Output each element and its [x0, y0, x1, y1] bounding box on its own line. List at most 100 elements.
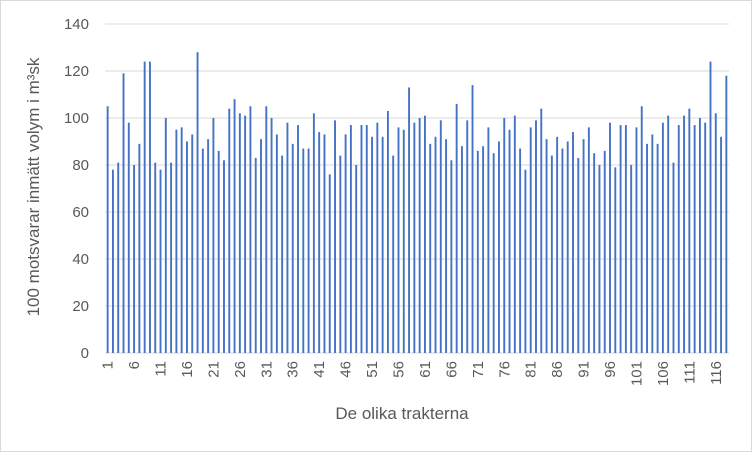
bar-99 — [624, 125, 627, 353]
bar-87 — [561, 148, 564, 353]
bar-28 — [249, 106, 252, 353]
x-tick-label: 51 — [364, 361, 381, 378]
bar-76 — [503, 118, 506, 353]
y-tick-label: 140 — [64, 16, 89, 33]
bar-3 — [117, 162, 120, 353]
bar-103 — [646, 143, 648, 353]
bar-91 — [582, 139, 585, 353]
y-axis-tick-labels: 0 20 40 60 80 100 120 140 — [64, 16, 89, 362]
x-tick-label: 111 — [681, 361, 698, 384]
bar-58 — [408, 87, 411, 353]
bar-27 — [244, 115, 247, 354]
bar-90 — [577, 157, 580, 353]
bar-44 — [334, 120, 336, 353]
bar-102 — [640, 106, 643, 353]
x-tick-label: 71 — [470, 361, 487, 378]
bar-93 — [593, 153, 596, 353]
bar-49 — [360, 125, 363, 353]
x-tick-label: 26 — [232, 361, 249, 378]
bar-61 — [423, 115, 426, 354]
bar-59 — [413, 122, 416, 353]
bar-42 — [323, 134, 326, 353]
bar-118 — [725, 75, 728, 353]
bar-113 — [698, 118, 701, 353]
bar-4 — [122, 73, 125, 353]
bar-97 — [614, 167, 617, 353]
x-tick-label: 106 — [655, 361, 672, 386]
bar-48 — [355, 165, 358, 353]
bar-107 — [667, 115, 670, 354]
bar-68 — [461, 146, 463, 353]
bar-96 — [609, 122, 611, 353]
bar-17 — [191, 134, 194, 353]
bar-105 — [656, 143, 659, 353]
bar-14 — [175, 129, 178, 353]
x-tick-label: 86 — [549, 361, 566, 378]
bar-20 — [207, 139, 210, 353]
bar-84 — [545, 139, 548, 353]
bar-83 — [540, 108, 543, 353]
bar-88 — [566, 141, 569, 353]
bar-63 — [434, 136, 437, 353]
y-tick-label: 0 — [81, 345, 89, 362]
bar-25 — [233, 99, 236, 353]
bar-43 — [328, 174, 331, 353]
bar-51 — [371, 136, 373, 353]
bar-9 — [149, 61, 151, 353]
bar-36 — [291, 143, 294, 353]
bar-86 — [556, 136, 559, 353]
bar-40 — [312, 113, 315, 353]
bar-73 — [487, 127, 490, 354]
bar-106 — [661, 122, 664, 353]
bar-66 — [450, 160, 453, 353]
bar-67 — [455, 103, 458, 354]
bar-72 — [482, 146, 485, 353]
bar-45 — [339, 155, 342, 353]
bar-101 — [635, 127, 638, 354]
x-tick-label: 81 — [523, 361, 540, 378]
bar-50 — [365, 125, 368, 353]
bar-26 — [238, 113, 241, 353]
bar-18 — [196, 52, 199, 353]
bar-69 — [466, 120, 469, 353]
bar-1 — [106, 106, 109, 353]
bar-98 — [619, 125, 622, 353]
bar-111 — [688, 108, 691, 353]
bar-11 — [159, 169, 162, 353]
bar-77 — [508, 129, 511, 353]
bar-22 — [217, 150, 220, 353]
x-tick-label: 116 — [708, 361, 725, 385]
x-tick-label: 16 — [179, 361, 196, 378]
x-tick-label: 36 — [285, 361, 302, 378]
bar-29 — [254, 157, 257, 353]
bar-19 — [201, 148, 204, 353]
bar-53 — [381, 136, 384, 353]
bar-109 — [677, 125, 680, 353]
bar-104 — [651, 134, 654, 353]
bar-114 — [704, 122, 707, 353]
bar-12 — [164, 118, 167, 353]
x-tick-label: 46 — [338, 361, 355, 378]
x-tick-label: 56 — [390, 361, 407, 378]
bar-54 — [386, 110, 389, 353]
x-tick-label: 61 — [417, 361, 434, 378]
x-tick-label: 41 — [311, 361, 328, 378]
bar-117 — [720, 136, 723, 353]
bar-95 — [603, 150, 606, 353]
bar-52 — [376, 122, 379, 353]
x-axis-title: De olika trakterna — [335, 404, 469, 423]
bar-7 — [138, 143, 141, 353]
bar-110 — [683, 115, 685, 354]
y-tick-label: 20 — [72, 298, 89, 315]
bar-15 — [180, 127, 183, 354]
bar-41 — [318, 132, 321, 353]
bar-56 — [397, 127, 400, 354]
bar-81 — [529, 127, 532, 354]
bar-37 — [297, 125, 299, 353]
y-tick-label: 60 — [72, 204, 89, 221]
bar-108 — [672, 162, 675, 353]
y-axis-title: 100 motsvarar inmätt volym i m³sk — [24, 57, 43, 316]
bar-10 — [154, 162, 157, 353]
